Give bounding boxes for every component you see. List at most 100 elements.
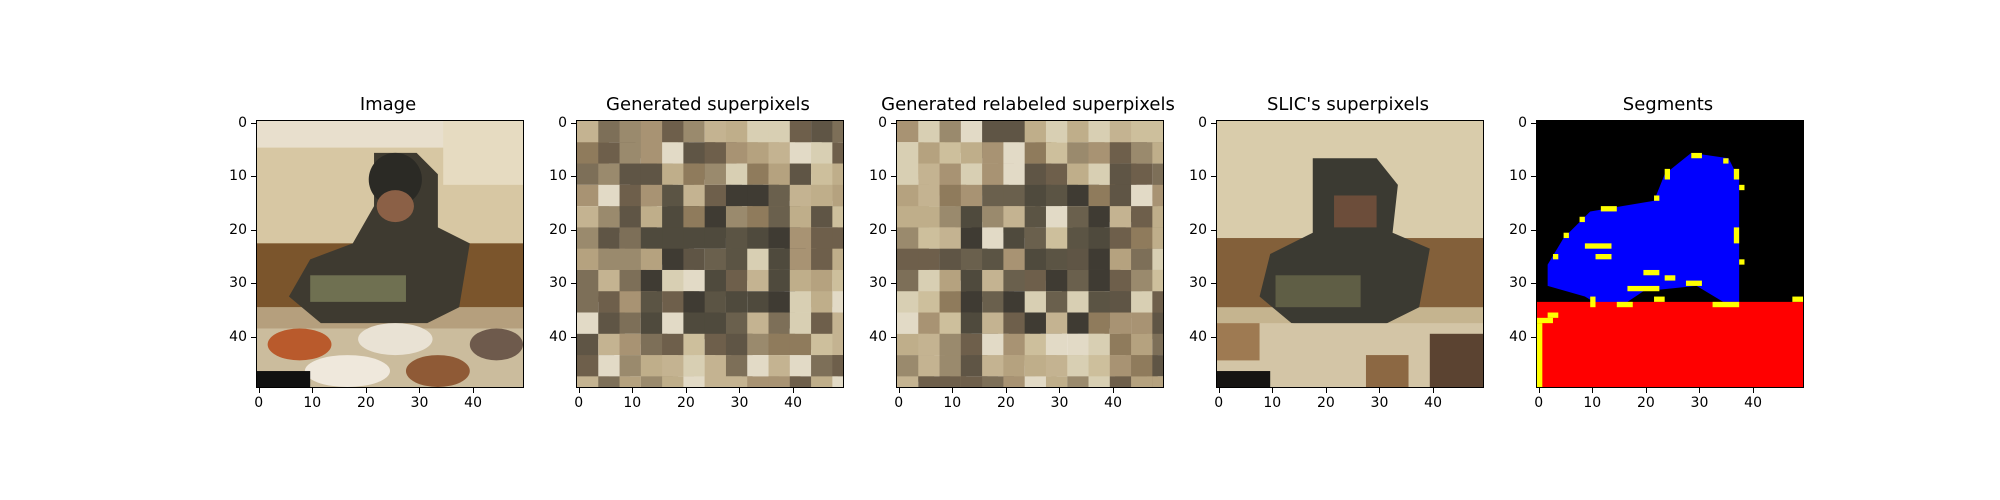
- y-tick-label: 10: [229, 168, 247, 185]
- x-tick-label: 40: [464, 395, 482, 411]
- y-tick-label: 10: [1189, 168, 1207, 185]
- x-tick-mark: [739, 388, 741, 393]
- x-tick-label: 10: [623, 395, 642, 411]
- y-tick-mark: [1531, 122, 1536, 124]
- panel-title: Segments: [1622, 94, 1714, 115]
- x-tick-label: 40: [1104, 395, 1122, 411]
- x-tick-mark: [952, 388, 954, 393]
- y-tick-mark: [1531, 176, 1536, 178]
- x-tick-label: 10: [1583, 395, 1602, 411]
- y-tick-mark: [251, 176, 256, 178]
- x-tick-mark: [312, 388, 314, 393]
- y-tick-label: 10: [869, 168, 887, 185]
- superpixel-mosaic: [577, 121, 843, 387]
- x-tick-label: 20: [676, 395, 695, 411]
- y-tick-mark: [891, 337, 896, 339]
- segments-plot: [1536, 120, 1804, 388]
- y-tick-mark: [891, 122, 896, 124]
- x-tick-label: 40: [1744, 395, 1762, 411]
- y-tick-label: 30: [1189, 275, 1207, 292]
- x-tick-label: 0: [1534, 395, 1544, 411]
- y-tick-mark: [571, 229, 576, 231]
- panel-title: SLIC's superpixels: [1266, 94, 1430, 115]
- x-tick-mark: [685, 388, 687, 393]
- y-tick-mark: [1211, 176, 1216, 178]
- panel-superpixels: Generated superpixels 0 10 20 30 40 0 10 20 30 40: [549, 0, 858, 420]
- relabeled-superpixels-plot: [896, 120, 1164, 388]
- panel-relabeled-superpixels: Generated relabeled superpixels 0 10 20 30 4…: [869, 0, 1178, 420]
- x-tick-mark: [1325, 388, 1327, 393]
- x-tick-mark: [1379, 388, 1381, 393]
- y-tick-label: 0: [1518, 114, 1527, 131]
- x-tick-label: 40: [784, 395, 802, 411]
- y-tick-label: 20: [1509, 221, 1527, 238]
- y-tick-label: 0: [878, 114, 887, 131]
- y-tick-label: 20: [229, 221, 247, 238]
- y-tick-mark: [571, 283, 576, 285]
- panel-segments: Segments: [1509, 0, 1818, 420]
- y-tick-mark: [1531, 229, 1536, 231]
- y-tick-label: 30: [549, 275, 567, 292]
- x-tick-label: 30: [1370, 395, 1389, 411]
- x-tick-label: 30: [410, 395, 429, 411]
- x-tick-label: 10: [303, 395, 322, 411]
- x-tick-label: 20: [996, 395, 1015, 411]
- y-tick-label: 20: [869, 221, 887, 238]
- person-segment: [1547, 152, 1740, 313]
- y-tick-mark: [1531, 337, 1536, 339]
- y-tick-mark: [1211, 229, 1216, 231]
- x-tick-label: 10: [943, 395, 962, 411]
- y-tick-label: 40: [549, 329, 567, 346]
- x-tick-label: 0: [574, 395, 584, 411]
- y-tick-mark: [571, 176, 576, 178]
- x-tick-mark: [793, 388, 795, 393]
- y-tick-mark: [251, 337, 256, 339]
- photo-image: [257, 121, 523, 387]
- x-tick-label: 0: [254, 395, 264, 411]
- y-tick-mark: [891, 283, 896, 285]
- x-tick-mark: [898, 388, 900, 393]
- x-tick-mark: [1645, 388, 1647, 393]
- x-tick-mark: [1433, 388, 1435, 393]
- x-tick-label: 10: [1263, 395, 1282, 411]
- y-tick-label: 20: [549, 221, 567, 238]
- panel-slic: SLIC's superpixels 0 10 20 30 40 0 10 20 30 40: [1189, 0, 1498, 420]
- y-tick-mark: [251, 122, 256, 124]
- y-tick-mark: [571, 337, 576, 339]
- x-tick-label: 30: [1050, 395, 1069, 411]
- x-tick-mark: [258, 388, 260, 393]
- x-tick-mark: [632, 388, 634, 393]
- x-tick-mark: [578, 388, 580, 393]
- y-tick-mark: [1531, 283, 1536, 285]
- x-tick-label: 40: [1424, 395, 1442, 411]
- slic-plot: [1216, 120, 1484, 388]
- y-tick-label: 20: [1189, 221, 1207, 238]
- y-tick-label: 40: [869, 329, 887, 346]
- x-tick-label: 0: [1214, 395, 1224, 411]
- x-tick-label: 20: [1316, 395, 1335, 411]
- image-plot: [256, 120, 524, 388]
- x-tick-mark: [1059, 388, 1061, 393]
- boundary-pixels: [1537, 152, 1803, 387]
- x-tick-label: 20: [1636, 395, 1655, 411]
- x-tick-label: 30: [730, 395, 749, 411]
- x-tick-label: 30: [1690, 395, 1709, 411]
- y-tick-label: 10: [1509, 168, 1527, 185]
- table-segment: [1537, 301, 1803, 387]
- x-tick-mark: [1538, 388, 1540, 393]
- panel-title: Generated superpixels: [606, 94, 810, 115]
- y-tick-mark: [1211, 283, 1216, 285]
- y-tick-label: 0: [558, 114, 567, 131]
- superpixels-plot: [576, 120, 844, 388]
- y-tick-label: 40: [1189, 329, 1207, 346]
- y-tick-mark: [1211, 122, 1216, 124]
- y-tick-label: 40: [229, 329, 247, 346]
- y-tick-label: 10: [549, 168, 567, 185]
- x-tick-mark: [473, 388, 475, 393]
- y-tick-mark: [891, 229, 896, 231]
- panel-title: Image: [359, 94, 417, 115]
- x-tick-mark: [1592, 388, 1594, 393]
- x-tick-mark: [1005, 388, 1007, 393]
- y-tick-mark: [571, 122, 576, 124]
